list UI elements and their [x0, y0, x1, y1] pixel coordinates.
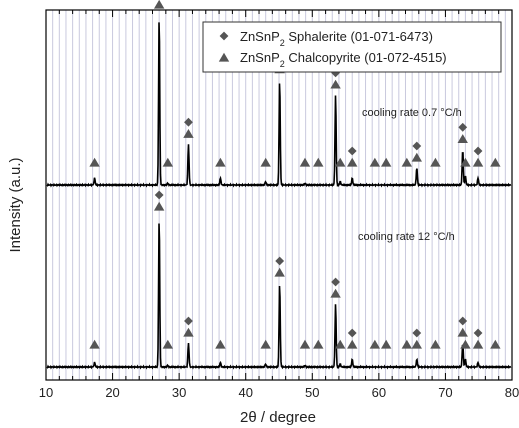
sphalerite-marker — [473, 328, 483, 338]
chalcopyrite-marker — [335, 339, 346, 349]
chalcopyrite-marker — [411, 339, 423, 349]
x-tick-label: 70 — [438, 385, 452, 400]
chalcopyrite-marker — [460, 157, 471, 167]
legend-phase: Chalcopyrite (01-072-4515) — [285, 50, 447, 65]
sphalerite-marker — [347, 328, 357, 338]
legend: ZnSnP2 Sphalerite (01-071-6473)ZnSnP2 Ch… — [202, 21, 502, 73]
chalcopyrite-marker — [457, 327, 468, 337]
chalcopyrite-marker — [347, 157, 358, 167]
chalcopyrite-marker — [490, 339, 501, 349]
plot-frame — [45, 9, 513, 381]
series-label: cooling rate 12 °C/h — [358, 231, 455, 243]
x-tick-label: 60 — [372, 385, 386, 400]
chalcopyrite-marker — [215, 157, 226, 167]
chalcopyrite-marker — [457, 134, 468, 143]
x-tick-label: 50 — [305, 385, 319, 400]
legend-box — [202, 21, 502, 73]
legend-formula: ZnSnP — [240, 29, 280, 44]
chalcopyrite-marker — [430, 339, 441, 349]
legend-label: ZnSnP2 Chalcopyrite (01-072-4515) — [240, 50, 447, 69]
series-trace — [46, 22, 512, 188]
legend-subscript: 2 — [280, 38, 285, 48]
chalcopyrite-marker — [183, 327, 194, 337]
chalcopyrite-marker — [335, 157, 346, 167]
sphalerite-marker — [458, 122, 468, 132]
chalcopyrite-marker — [430, 157, 441, 167]
chalcopyrite-marker — [401, 157, 413, 167]
chalcopyrite-marker — [260, 339, 271, 349]
chalcopyrite-marker — [313, 157, 324, 167]
chalcopyrite-marker — [183, 129, 194, 138]
legend-subscript: 2 — [280, 59, 285, 69]
chalcopyrite-marker — [89, 157, 100, 167]
x-axis-label: 2θ / degree — [240, 409, 316, 426]
chalcopyrite-marker — [313, 339, 324, 349]
sphalerite-marker — [458, 316, 468, 326]
sphalerite-marker — [219, 31, 229, 41]
diffraction-traces — [46, 22, 512, 370]
chalcopyrite-marker — [89, 339, 100, 349]
chalcopyrite-marker — [299, 339, 311, 349]
chalcopyrite-marker — [218, 52, 230, 62]
reflection-markers — [89, 0, 501, 349]
chalcopyrite-marker — [472, 157, 484, 167]
series-label: cooling rate 0.7 °C/h — [362, 107, 462, 119]
sphalerite-marker — [184, 316, 193, 326]
series-trace — [46, 223, 512, 370]
chalcopyrite-marker — [369, 157, 381, 167]
chalcopyrite-marker — [215, 339, 226, 349]
x-tick-label: 40 — [238, 385, 252, 400]
sphalerite-marker — [412, 328, 422, 338]
legend-phase: Sphalerite (01-071-6473) — [285, 29, 433, 44]
sphalerite-marker — [347, 146, 357, 156]
chalcopyrite-marker — [380, 157, 392, 167]
chalcopyrite-marker — [347, 339, 358, 349]
chalcopyrite-marker — [162, 157, 174, 167]
chalcopyrite-marker — [411, 152, 423, 162]
axes: 10 20 30 40 50 60 70 80 — [39, 9, 519, 400]
legend-label: ZnSnP2 Sphalerite (01-071-6473) — [240, 29, 433, 48]
x-tick-label: 30 — [172, 385, 186, 400]
chalcopyrite-marker — [330, 79, 341, 89]
chalcopyrite-marker — [260, 157, 271, 167]
sphalerite-marker — [184, 117, 193, 127]
x-tick-label: 10 — [39, 385, 53, 400]
chalcopyrite-marker — [369, 339, 381, 349]
x-tick-label: 80 — [505, 385, 519, 400]
legend-formula: ZnSnP — [240, 50, 280, 65]
chalcopyrite-marker — [330, 288, 341, 298]
chalcopyrite-marker — [490, 157, 501, 167]
chalcopyrite-marker — [153, 201, 165, 211]
chalcopyrite-marker — [162, 339, 174, 349]
chalcopyrite-marker — [153, 0, 165, 9]
chalcopyrite-marker — [401, 339, 413, 349]
chalcopyrite-marker — [274, 267, 285, 277]
sphalerite-marker — [412, 141, 422, 151]
y-axis-label: Intensity (a.u.) — [7, 157, 24, 252]
x-tick-label: 20 — [105, 385, 119, 400]
chalcopyrite-marker — [299, 157, 311, 167]
sphalerite-marker — [473, 146, 483, 156]
chalcopyrite-marker — [472, 339, 484, 349]
chalcopyrite-marker — [460, 339, 471, 349]
chalcopyrite-marker — [380, 339, 392, 349]
series-labels: cooling rate 0.7 °C/h cooling rate 12 °C/… — [358, 107, 462, 243]
sphalerite-marker — [154, 190, 164, 200]
sphalerite-marker — [275, 256, 285, 266]
sphalerite-marker — [331, 277, 340, 287]
